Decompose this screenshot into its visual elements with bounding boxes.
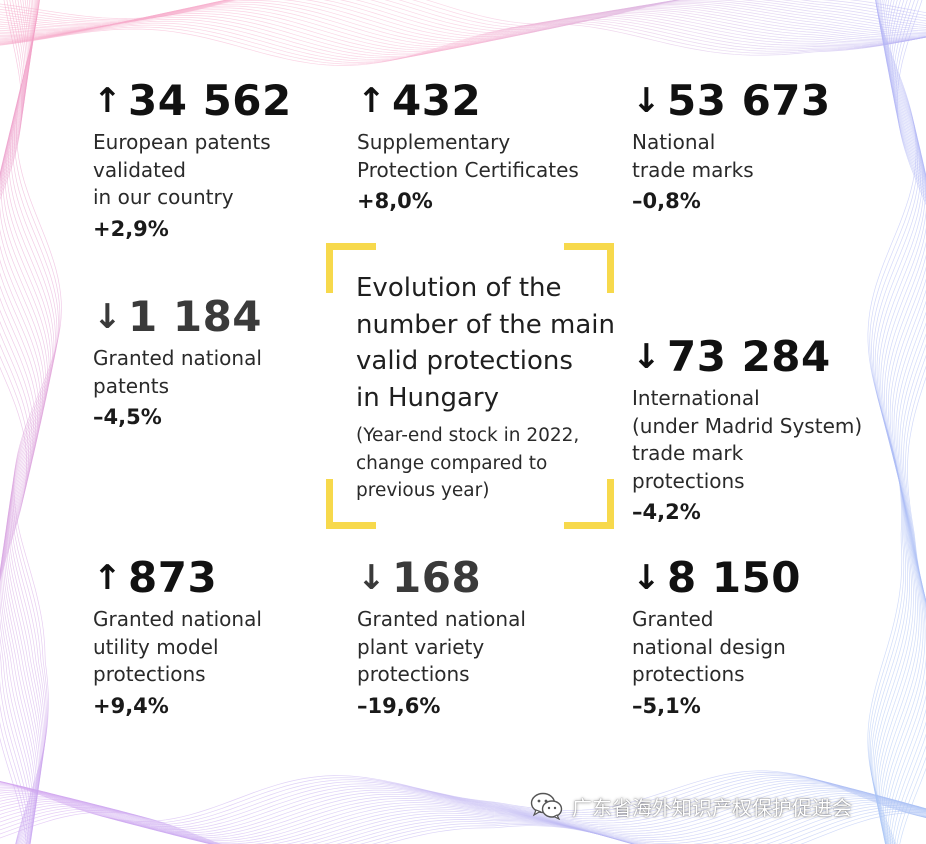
arrow-down-icon: ↓ [632,337,661,377]
stat-value: ↓ 8 150 [632,553,802,602]
arrow-down-icon: ↓ [632,81,661,121]
stat-european-patents: ↑ 34 562 European patents validated in ou… [93,78,292,244]
watermark-text: 广东省海外知识产权保护促进会 [572,795,852,820]
stat-change: –5,1% [632,693,701,718]
arrow-down-icon: ↓ [93,297,122,337]
stat-value: ↓ 1 184 [93,292,263,341]
watermark: 广东省海外知识产权保护促进会 [530,788,852,824]
stat-utility-model: ↑ 873 Granted national utility model prot… [93,555,262,721]
stat-spc: ↑ 432 Supplementary Protection Certificat… [357,78,579,216]
center-frame [326,243,614,529]
stat-value: ↑ 873 [93,553,218,602]
stat-value: ↑ 432 [357,76,482,125]
wechat-icon [530,792,563,820]
bracket-top-right-v [607,243,614,293]
stat-change: –0,8% [632,189,701,213]
bracket-top-right-h [564,243,614,250]
stat-label: Granted national patents [93,346,262,398]
stat-label: European patents validated in our countr… [93,130,271,209]
stat-value: ↓ 53 673 [632,76,831,125]
stat-international-trade-marks: ↓ 73 284 International (under Madrid Syst… [632,334,862,527]
stat-change: –4,5% [93,405,162,429]
stat-national-trade-marks: ↓ 53 673 National trade marks –0,8% [632,78,831,216]
stat-value: ↓ 73 284 [632,332,831,381]
stat-value: ↑ 34 562 [93,76,292,125]
stat-label: National trade marks [632,130,754,182]
stat-change: –19,6% [357,693,441,718]
stat-label: Granted national design protections [632,607,786,686]
stat-label: Granted national utility model protectio… [93,607,262,686]
stat-change: +2,9% [93,216,169,241]
bracket-bottom-left-v [326,479,333,529]
arrow-up-icon: ↑ [93,558,122,598]
stat-label: International (under Madrid System) trad… [632,386,863,493]
bracket-bottom-left-h [326,522,376,529]
stat-granted-national-patents: ↓ 1 184 Granted national patents –4,5% [93,294,262,432]
caption-subtitle: (Year-end stock in 2022, change compared… [356,425,580,501]
stat-label: Supplementary Protection Certificates [357,130,579,182]
caption-title: Evolution of the number of the main vali… [356,273,615,413]
arrow-up-icon: ↑ [357,81,386,121]
stat-change: +9,4% [93,693,169,718]
bracket-bottom-right-h [564,522,614,529]
arrow-down-icon: ↓ [357,558,386,598]
bracket-bottom-right-v [607,479,614,529]
stat-label: Granted national plant variety protectio… [357,607,526,686]
stat-plant-variety: ↓ 168 Granted national plant variety prot… [357,555,526,721]
stat-change: +8,0% [357,189,433,213]
bracket-top-left-h [326,243,376,250]
bracket-top-left-v [326,243,333,293]
stat-value: ↓ 168 [357,553,482,602]
arrow-down-icon: ↓ [632,558,661,598]
arrow-up-icon: ↑ [93,81,122,121]
center-caption: Evolution of the number of the main vali… [356,270,616,505]
stat-change: –4,2% [632,500,701,524]
stat-design: ↓ 8 150 Granted national design protectio… [632,555,801,721]
